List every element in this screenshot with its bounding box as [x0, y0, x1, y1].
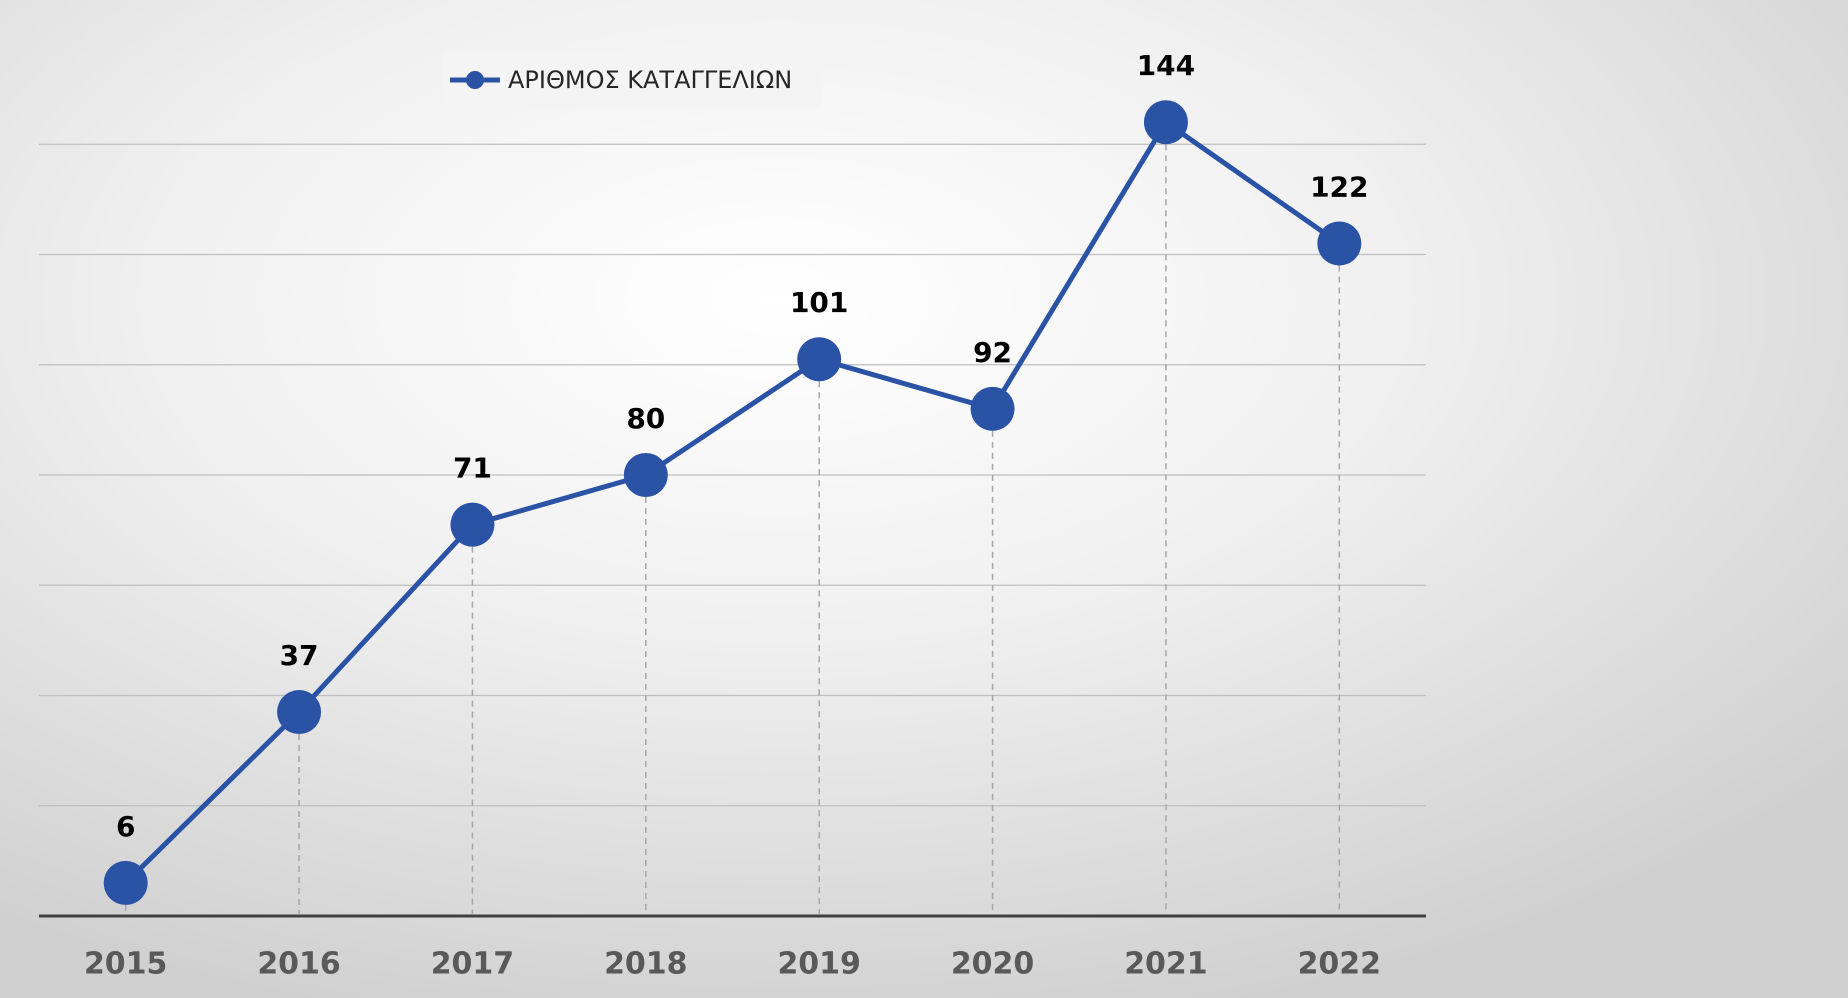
- x-tick-label: 2018: [604, 947, 688, 982]
- x-tick-label: 2016: [257, 947, 341, 982]
- data-label: 37: [280, 639, 319, 672]
- legend-marker: [466, 71, 484, 89]
- data-label: 71: [453, 452, 492, 485]
- x-tick-label: 2021: [1124, 947, 1208, 982]
- x-tick-label: 2020: [951, 947, 1035, 982]
- data-label: 101: [790, 286, 848, 319]
- legend-box: [442, 53, 821, 108]
- data-label: 144: [1137, 49, 1195, 82]
- point: [970, 386, 1015, 431]
- data-label: 6: [116, 810, 135, 843]
- point: [1143, 100, 1188, 145]
- point: [1317, 221, 1362, 266]
- point: [103, 860, 148, 905]
- legend-label: ΑΡΙΘΜΟΣ ΚΑΤΑΓΓΕΛΙΩΝ: [508, 66, 792, 94]
- x-tick-label: 2017: [431, 947, 515, 982]
- series-line: [123, 118, 1341, 885]
- point: [277, 690, 322, 735]
- point: [450, 502, 495, 547]
- data-label: 92: [973, 336, 1012, 369]
- x-tick-label: 2022: [1298, 947, 1382, 982]
- data-label: 80: [626, 402, 665, 435]
- x-tick-label: 2019: [777, 947, 861, 982]
- point: [623, 453, 668, 497]
- point: [797, 337, 842, 382]
- data-label: 122: [1310, 170, 1368, 203]
- x-tick-label: 2015: [84, 947, 168, 982]
